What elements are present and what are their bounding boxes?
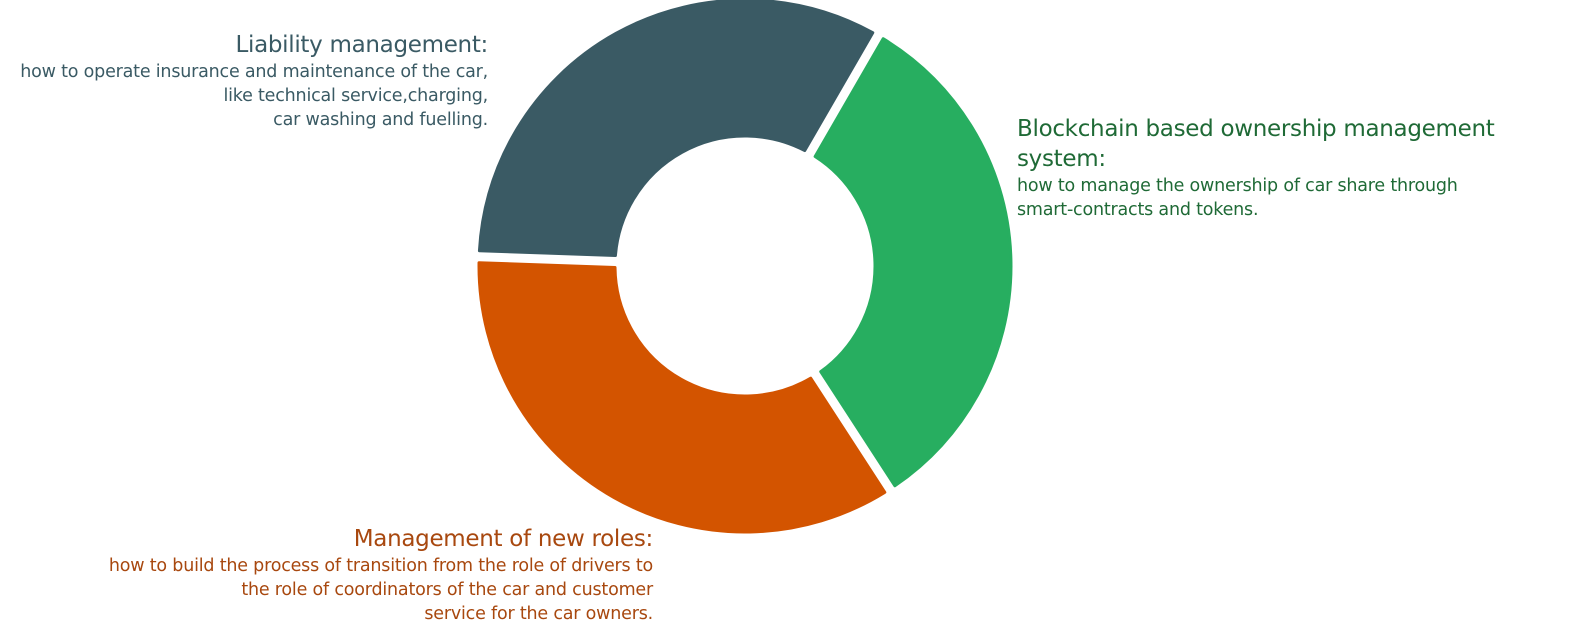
liability-description: how to operate insurance and maintenance…	[20, 62, 488, 130]
blockchain-title: Blockchain based ownership management sy…	[1017, 116, 1495, 172]
roles-description: how to build the process of transition f…	[108, 556, 653, 624]
label-liability-management: Liability management: how to operate ins…	[20, 30, 488, 132]
segment-liability-management	[477, 0, 875, 257]
label-management-of-new-roles: Management of new roles: how to build th…	[109, 524, 653, 626]
segment-management-of-new-roles	[477, 261, 887, 534]
blockchain-description: how to manage the ownership of car share…	[1017, 176, 1458, 220]
liability-title: Liability management:	[235, 32, 488, 58]
segment-blockchain-ownership	[813, 37, 1013, 488]
label-blockchain-ownership: Blockchain based ownership management sy…	[1017, 114, 1590, 222]
roles-title: Management of new roles:	[353, 526, 654, 552]
